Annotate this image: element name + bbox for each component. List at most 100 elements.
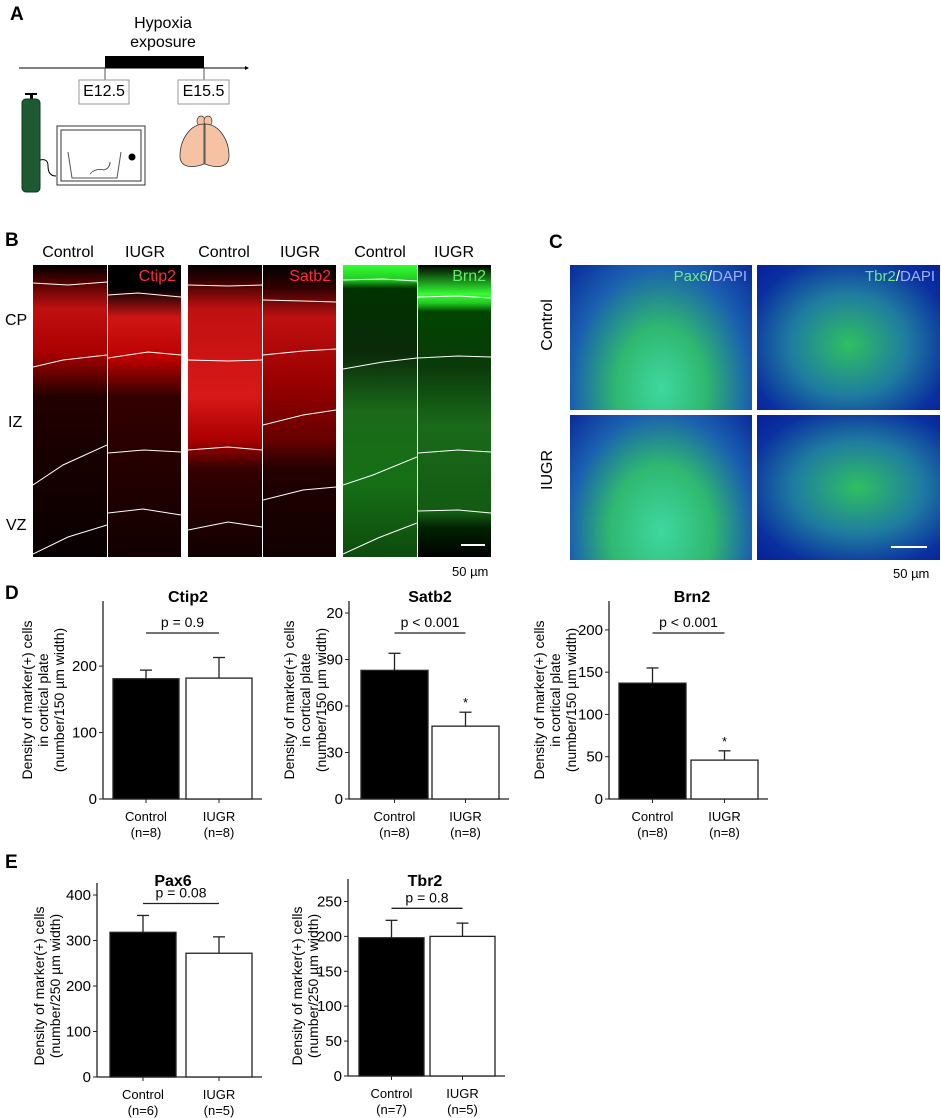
y-tick-label: 200 [578,622,603,639]
p-value-label: p < 0.001 [401,614,460,630]
micrograph-tbr2-iugr [757,415,940,560]
p-value-label: p = 0.9 [161,614,204,630]
n-label: (n=6) [128,1103,159,1118]
column-header: IUGR [434,244,474,261]
hypoxia-exposure-title: Hypoxia exposure [118,14,208,52]
scale-bar-label-c: 50 µm [893,566,930,581]
y-axis-label: in cortical plate [35,653,51,747]
y-tick-label: 90 [326,652,343,669]
micrograph-brn2-iugr: Brn2 [418,265,491,557]
y-axis-label: Density of marker(+) cells [281,620,297,779]
y-axis-label: Density of marker(+) cells [19,620,35,779]
y-tick-label: 100 [578,706,603,723]
y-tick-label: 100 [72,725,97,742]
y-axis-label: (number/150 µm width) [563,628,579,772]
y-tick-label: 50 [586,749,603,766]
category-label: IUGR [708,809,741,824]
y-tick-label: 100 [66,1024,91,1041]
y-tick-label: 300 [66,933,91,950]
y-tick-label: 150 [317,963,342,980]
n-label: (n=5) [204,1103,235,1118]
chart-title: Tbr2 [408,873,443,890]
y-axis-label: in cortical plate [547,653,563,747]
micrograph-ctip2-iugr: Ctip2 [108,265,181,557]
scale-bar-label-b: 50 µm [452,564,489,579]
stain-label-pax6: Pax6/DAPI [673,268,747,285]
category-label: IUGR [203,1087,236,1102]
n-label: (n=8) [709,825,740,840]
n-label: (n=8) [450,825,481,840]
y-tick-label: 400 [66,887,91,904]
column-header: IUGR [125,244,165,261]
row-label-iugr: IUGR [539,450,556,490]
chart-title: Satb2 [408,589,452,606]
y-tick-label: 250 [317,893,342,910]
title-line-1: Hypoxia [134,15,192,32]
y-axis-label: in cortical plate [297,653,313,747]
y-tick-label: 0 [334,1068,342,1085]
marker-label-brn2: Brn2 [452,268,486,285]
category-label: Control [122,1087,164,1102]
bar-iugr [429,935,496,1077]
category-label: IUGR [449,809,482,824]
y-axis-label: (number/150 µm width) [51,628,67,772]
n-label: (n=8) [204,825,235,840]
micrograph-satb2-control [188,265,262,557]
category-label: Control [374,809,416,824]
bar-chart-ctip2: Ctip2 Density of marker(+) cells in cortic… [19,589,262,840]
micrograph-brn2-control [343,265,417,557]
y-axis-label: Density of marker(+) cells [531,620,547,779]
bar-control [360,669,429,800]
bar-control [109,931,177,1078]
micrograph-ctip2-control [33,265,107,557]
y-tick-label: 0 [335,791,343,808]
y-tick-label: 50 [325,1033,342,1050]
timeline-diagram [19,56,249,193]
y-tick-label: 150 [578,664,603,681]
p-value-label: p < 0.001 [659,614,718,630]
bar-chart-satb2: Satb2 Density of marker(+) cells in cortic… [281,589,509,840]
zone-label-iz: IZ [8,414,23,431]
significance-star: * [722,734,727,749]
marker-label-ctip2: Ctip2 [138,268,176,285]
panel-b-letter: B [5,230,19,251]
y-axis-label: Density of marker(+) cells [31,906,47,1065]
bar-control [358,937,425,1077]
row-label-control: Control [539,299,556,351]
chart-title: Ctip2 [168,589,208,606]
chart-title: Brn2 [674,589,711,606]
column-header: Control [198,244,250,261]
panel-c-letter: C [549,232,563,253]
zone-label-cp: CP [5,312,28,329]
bar-iugr [185,952,253,1078]
category-label: IUGR [446,1086,479,1101]
bar-control [112,678,180,800]
y-tick-label: 0 [89,791,97,808]
y-tick-label: 20 [326,605,343,622]
n-label: (n=7) [376,1102,407,1117]
y-axis-label: (number/150 µm width) [313,628,329,772]
hypoxia-chamber-icon [56,125,146,186]
significance-star: * [463,695,468,710]
category-label: Control [632,809,674,824]
p-value-label: p = 0.8 [405,889,448,905]
n-label: (n=8) [379,825,410,840]
zone-label-vz: VZ [6,517,27,534]
y-axis-label: (number/250 µm width) [305,914,321,1058]
y-axis-label: (number/250 µm width) [47,914,63,1058]
category-label: Control [371,1086,413,1101]
y-tick-label: 100 [317,998,342,1015]
panel-a-letter: A [10,4,24,25]
y-tick-label: 0 [83,1069,91,1086]
column-header: Control [42,244,94,261]
bar-iugr [185,677,253,800]
micrograph-pax6-control: Pax6/DAPI [570,265,752,410]
hypoxia-bar [105,56,204,68]
n-label: (n=8) [131,825,162,840]
y-tick-label: 30 [326,745,343,762]
marker-label-satb2: Satb2 [289,268,331,285]
bar-iugr [431,725,500,800]
panel-e-letter: E [5,852,18,873]
bar-chart-tbr2: Tbr2 Density of marker(+) cells (number/25… [289,873,505,1117]
y-axis-label: Density of marker(+) cells [289,906,305,1065]
